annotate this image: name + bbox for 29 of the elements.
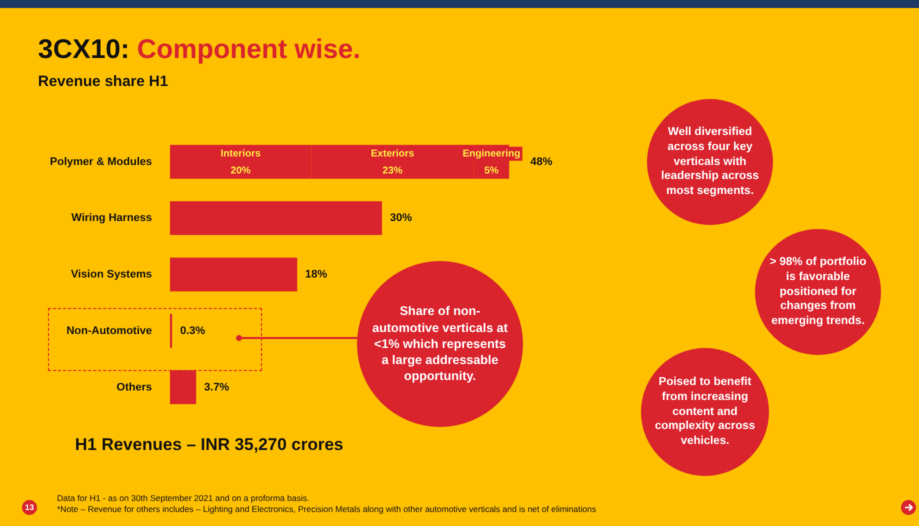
y-tick-label: Vision Systems [70,268,152,281]
data-label: 5% [484,166,499,177]
series-label: Engineering [462,148,520,160]
total-label: 48% [530,156,553,168]
bar [170,370,196,404]
y-tick-label: Non-Automotive [66,324,152,337]
chart-subtitle: Revenue share H1 [38,73,168,90]
data-label: 20% [230,166,251,177]
bar [170,258,298,292]
text: > 98% of portfolio is favorable positioned for changes from emerging trends. [768,254,868,330]
data-label: 18% [305,268,328,281]
bar [170,201,382,236]
series-label: Interiors [220,148,262,160]
text: 13 [22,500,37,515]
text: Data for H1 - as on 30th September 2021 and on a proforma basis. [57,493,310,504]
text: *Note – Revenue for others includes – Lighting and Electronics, Precision Metals along with other automotive verticals and is net of eliminations [57,504,596,514]
annotation: Share of non-automotive verticals at <1% which represents a large addressable opportunity. [372,303,508,385]
chart-title: 3CX10: Component wise. [38,34,361,65]
text: Poised to benefit from increasing content and complexity across vehicles. [654,374,756,450]
y-tick-label: Others [116,381,152,394]
data-label: 23% [382,166,403,177]
data-label: 3.7% [204,381,230,394]
data-label: 0.3% [180,324,206,337]
y-tick-label: Wiring Harness [71,212,152,224]
data-label: 30% [390,212,412,224]
series-label: Exteriors [370,148,415,160]
text: Well diversified across four key verticals with leadership across most segments. [660,124,760,200]
text: H1 Revenues – INR 35,270 crores [75,435,344,455]
y-tick-label: Polymer & Modules [50,156,152,168]
